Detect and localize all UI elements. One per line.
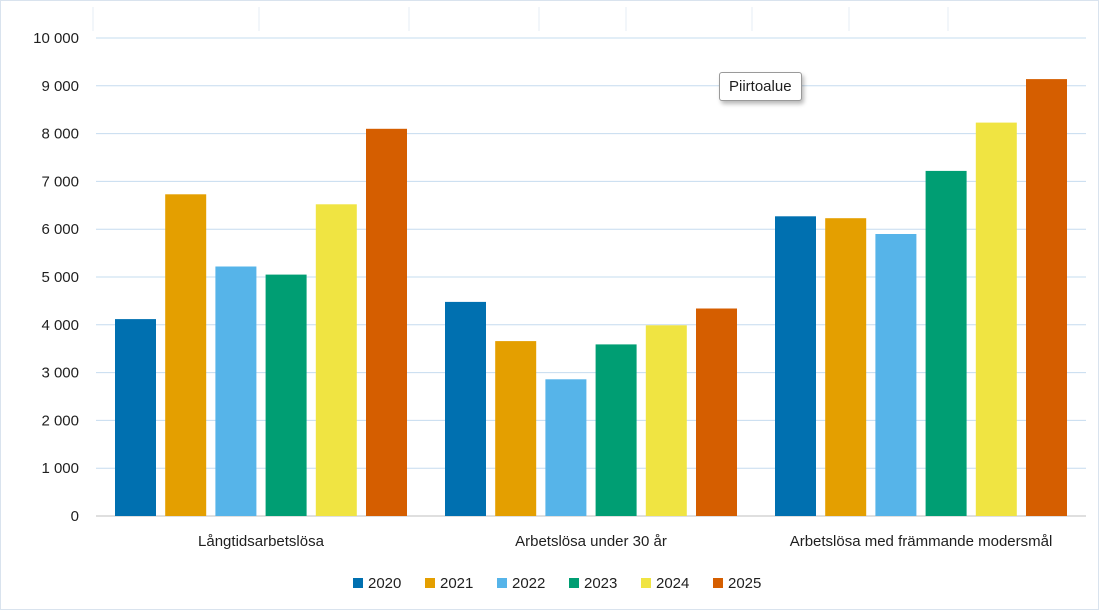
bar (775, 216, 816, 517)
legend-label: 2025 (728, 575, 761, 592)
top-column-guides (92, 7, 949, 31)
legend-swatch (641, 578, 651, 588)
legend: 2020 2021 2022 2023 2024 2025 (353, 575, 761, 592)
bar (645, 325, 687, 516)
x-category-label: Långtidsarbetslösa (198, 533, 325, 550)
y-tick-label: 1 000 (41, 460, 79, 477)
bars (115, 79, 1067, 517)
y-tick-labels: 0 1 000 2 000 3 000 4 000 5 000 6 000 7 000 8 00… (33, 30, 79, 525)
bar (825, 218, 867, 516)
bar (925, 170, 967, 516)
y-tick-label: 6 000 (41, 221, 79, 238)
bar (115, 319, 156, 516)
bar (265, 274, 307, 516)
y-tick-label: 7 000 (41, 173, 79, 190)
bar (545, 379, 587, 516)
y-gridlines (96, 37, 1086, 517)
y-tick-label: 2 000 (41, 412, 79, 429)
bar (696, 308, 737, 516)
bar (215, 266, 257, 516)
y-tick-label: 0 (71, 508, 79, 525)
y-tick-label: 3 000 (41, 365, 79, 382)
y-tick-label: 9 000 (41, 78, 79, 95)
legend-swatch (569, 578, 579, 588)
legend-label: 2024 (656, 575, 689, 592)
bar (495, 341, 537, 516)
plot-area-tooltip: Piirtoalue (719, 72, 802, 101)
y-tick-label: 8 000 (41, 126, 79, 143)
bar (165, 194, 207, 517)
legend-swatch (497, 578, 507, 588)
x-category-label: Arbetslösa under 30 år (515, 533, 667, 550)
bar (595, 344, 637, 516)
legend-swatch (713, 578, 723, 588)
legend-swatch (353, 578, 363, 588)
bar (366, 128, 407, 517)
y-tick-label: 5 000 (41, 269, 79, 286)
legend-swatch (425, 578, 435, 588)
bar (975, 122, 1017, 516)
legend-label: 2021 (440, 575, 473, 592)
x-category-label: Arbetslösa med främmande modersmål (790, 533, 1053, 550)
legend-label: 2023 (584, 575, 617, 592)
y-tick-label: 4 000 (41, 317, 79, 334)
legend-label: 2020 (368, 575, 401, 592)
bar (875, 234, 917, 516)
legend-label: 2022 (512, 575, 545, 592)
bar (445, 301, 486, 516)
bar (1026, 79, 1067, 516)
y-tick-label: 10 000 (33, 30, 79, 47)
x-category-labels: Långtidsarbetslösa Arbetslösa under 30 år… (198, 533, 1052, 550)
bar (315, 204, 357, 517)
